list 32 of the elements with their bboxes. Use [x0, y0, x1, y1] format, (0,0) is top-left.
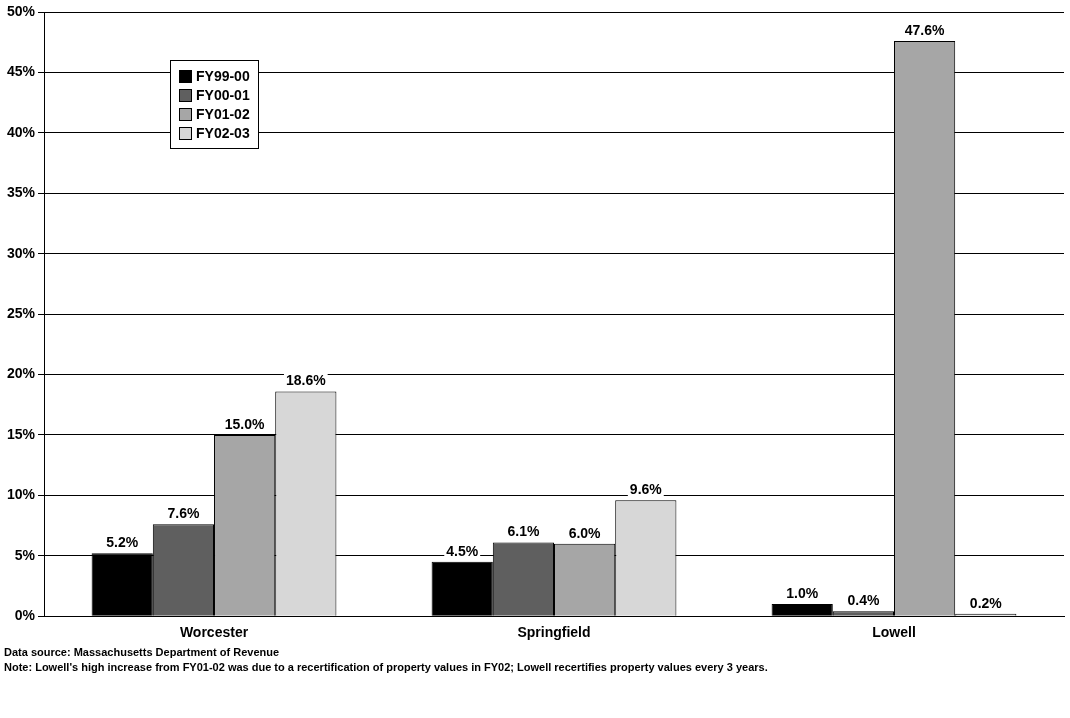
data-label: 7.6% [167, 505, 200, 522]
data-label: 18.6% [285, 372, 327, 389]
data-label: 6.1% [507, 523, 540, 540]
data-label: 0.4% [847, 592, 880, 609]
data-label: 0.2% [969, 594, 1003, 611]
data-label: 9.6% [629, 481, 663, 498]
data-label: 15.0% [224, 415, 266, 432]
data-label: 47.6% [904, 21, 945, 38]
source-note: Data source: Massachusetts Department of Revenue [4, 645, 281, 660]
y-tick-label: 45% [6, 63, 36, 80]
data-label: 1.0% [786, 584, 819, 601]
y-tick-label: 25% [6, 304, 36, 321]
y-tick-label: 5% [14, 546, 36, 563]
data-label: 4.5% [446, 542, 479, 559]
y-tick-label: 30% [6, 244, 36, 261]
legend-label: FY00-01 [196, 87, 250, 103]
y-tick-label: 15% [6, 425, 36, 442]
data-label: 6.0% [568, 524, 602, 541]
y-tick-label: 20% [6, 365, 36, 382]
y-tick-label: 50% [6, 2, 36, 19]
x-tick-label: Worcester [179, 624, 249, 641]
legend-label: FY02-03 [196, 125, 250, 141]
data-label: 5.2% [106, 534, 139, 551]
y-tick-label: 40% [6, 123, 36, 140]
x-tick-label: Springfield [517, 624, 591, 641]
y-tick-label: 35% [6, 184, 36, 201]
legend-label: FY01-02 [196, 106, 250, 122]
y-tick-label: 10% [6, 486, 36, 503]
legend-label: FY99-00 [196, 68, 250, 84]
text: Note: Lowell's high increase from FY01-02 was due to a recertification of property values in FY02; Lowell recertifies property values every 3 years. [4, 660, 769, 675]
x-tick-label: Lowell [872, 624, 916, 641]
y-tick-label: 0% [14, 607, 36, 624]
